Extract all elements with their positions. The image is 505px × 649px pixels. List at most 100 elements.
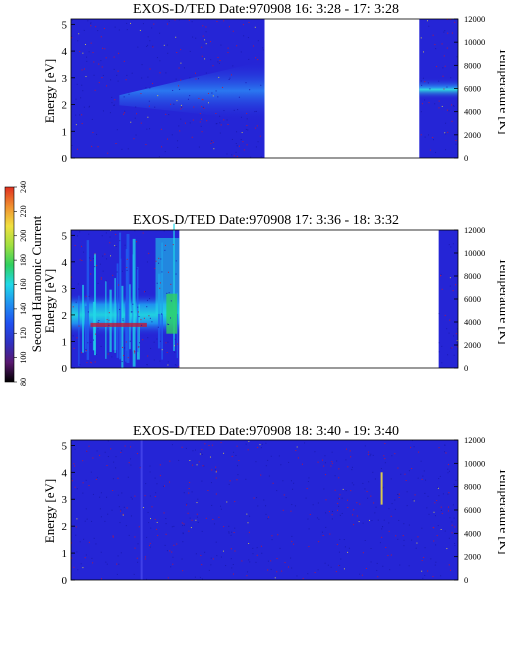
noise-pixel (447, 472, 449, 474)
noise-pixel (456, 341, 458, 343)
noise-pixel (77, 569, 79, 571)
noise-pixel (171, 551, 173, 553)
noise-pixel (215, 477, 217, 479)
noise-pixel (165, 518, 167, 520)
noise-pixel (82, 492, 84, 494)
noise-pixel (368, 481, 370, 483)
colorbar: 80 100 120 140 160 180 200 220 240 Second Harmon… (4, 181, 44, 386)
noise-pixel (129, 340, 131, 342)
noise-pixel (218, 516, 220, 518)
noise-pixel (149, 68, 151, 70)
noise-pixel (145, 144, 147, 146)
noise-pixel (207, 489, 209, 491)
noise-pixel (106, 85, 108, 87)
noise-pixel (165, 533, 167, 535)
noise-pixel (146, 578, 148, 580)
noise-pixel (123, 96, 125, 98)
noise-pixel (182, 525, 184, 527)
noise-pixel (317, 569, 319, 571)
y-tick-label: 0 (62, 575, 68, 587)
noise-pixel (316, 517, 318, 519)
noise-pixel (94, 266, 96, 268)
noise-pixel (230, 534, 232, 536)
noise-pixel (398, 494, 400, 496)
noise-pixel (427, 570, 429, 572)
y2-tick-label: 4000 (464, 107, 481, 117)
noise-pixel (85, 348, 87, 350)
noise-pixel (229, 77, 231, 79)
noise-pixel (116, 573, 118, 575)
noise-pixel (438, 313, 440, 315)
y-axis-ticks: 0 1 2 3 4 5 (62, 440, 75, 587)
noise-pixel (347, 499, 349, 501)
noise-pixel (366, 491, 368, 493)
noise-pixel (324, 462, 326, 464)
noise-pixel (440, 509, 442, 511)
noise-pixel (92, 258, 94, 260)
noise-pixel (201, 480, 203, 482)
noise-pixel (156, 521, 158, 523)
noise-pixel (148, 105, 150, 107)
colorbar-ticks: 80 100 120 140 160 180 200 220 240 (14, 181, 28, 386)
noise-pixel (367, 497, 369, 499)
noise-pixel (230, 548, 232, 550)
spectrogram-panel-1: EXOS-D/TED Date:970908 16: 3:28 - 17: 3:… (42, 2, 505, 165)
noise-pixel (163, 485, 165, 487)
noise-pixel (453, 335, 455, 337)
noise-pixel (116, 129, 118, 131)
noise-pixel (192, 450, 194, 452)
noise-pixel (152, 46, 154, 48)
noise-pixel (117, 555, 119, 557)
noise-pixel (331, 514, 333, 516)
noise-pixel (180, 118, 182, 120)
noise-pixel (455, 479, 457, 481)
noise-pixel (94, 361, 96, 363)
noise-pixel (331, 451, 333, 453)
noise-pixel (247, 449, 249, 451)
noise-pixel (237, 109, 239, 111)
noise-pixel (248, 531, 250, 533)
noise-pixel (452, 243, 454, 245)
noise-pixel (451, 521, 453, 523)
noise-pixel (72, 335, 74, 337)
noise-pixel (126, 269, 128, 271)
noise-pixel (451, 120, 453, 122)
noise-pixel (114, 26, 116, 28)
noise-pixel (205, 72, 207, 74)
noise-pixel (136, 113, 138, 115)
noise-pixel (216, 470, 218, 472)
noise-pixel (170, 300, 172, 302)
noise-pixel (130, 496, 132, 498)
noise-pixel (448, 537, 450, 539)
noise-pixel (449, 19, 451, 21)
noise-pixel (88, 541, 90, 543)
noise-pixel (102, 47, 104, 49)
noise-pixel (168, 114, 170, 116)
noise-pixel (111, 96, 113, 98)
noise-pixel (144, 556, 146, 558)
noise-pixel (91, 145, 93, 147)
noise-pixel (321, 531, 323, 533)
noise-pixel (236, 145, 238, 147)
noise-pixel (120, 509, 122, 511)
intensity-streak (176, 292, 179, 359)
noise-pixel (129, 446, 131, 448)
noise-pixel (86, 362, 88, 364)
noise-pixel (201, 578, 203, 580)
y2-tick-label: 12000 (464, 225, 485, 235)
noise-pixel (170, 103, 172, 105)
noise-pixel (153, 341, 155, 343)
noise-pixel (136, 268, 138, 270)
noise-pixel (209, 456, 211, 458)
noise-pixel (211, 92, 213, 94)
noise-pixel (307, 573, 309, 575)
noise-pixel (444, 65, 446, 67)
noise-pixel (159, 475, 161, 477)
noise-pixel (195, 519, 197, 521)
noise-pixel (265, 465, 267, 467)
noise-pixel (265, 513, 267, 515)
noise-pixel (118, 29, 120, 31)
noise-pixel (345, 459, 347, 461)
noise-pixel (87, 342, 89, 344)
noise-pixel (79, 541, 81, 543)
